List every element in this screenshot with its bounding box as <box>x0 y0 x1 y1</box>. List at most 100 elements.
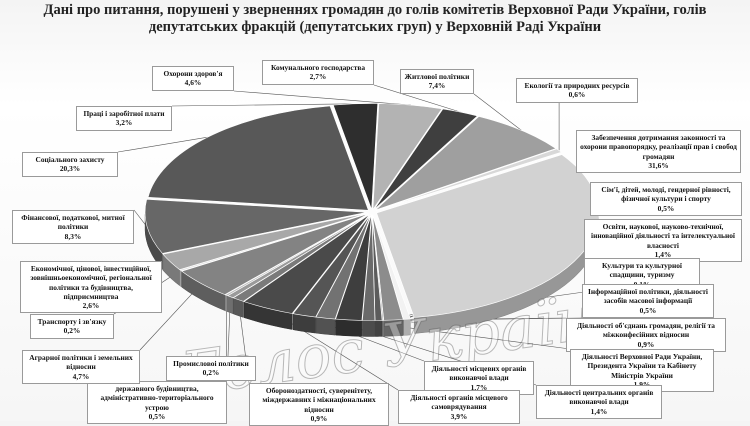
label-info-policy: Інформаційної політики, діяльності засоб… <box>582 284 714 318</box>
pie-slice-side <box>225 294 228 313</box>
label-transport: Транспорту і зв'язку 0,2% <box>30 314 114 339</box>
label-text: Діяльності органів місцевого самоврядува… <box>410 393 508 412</box>
label-labour: Праці і заробітної плати 3,2% <box>76 106 172 131</box>
label-text: Екології та природних ресурсів <box>524 81 630 90</box>
pie-slice <box>147 105 369 211</box>
label-text: Діяльності Верховної Ради України, Прези… <box>581 352 703 380</box>
label-economic: Економічної, цінової, інвестиційної, зов… <box>20 261 162 314</box>
label-text: Інформаційної політики, діяльності засоб… <box>588 287 708 306</box>
pie-slice <box>243 213 370 314</box>
label-local-executive: Діяльності місцевих органів виконавчої в… <box>424 361 534 395</box>
label-agrarian: Аграрної політики і земельних відносин 4,… <box>22 350 140 384</box>
leader-line <box>233 90 411 106</box>
label-value: 0,5% <box>657 203 675 213</box>
label-legality: Забезпечення дотримання законності та ох… <box>576 130 741 174</box>
label-text: Транспорту і зв'язку <box>37 317 107 326</box>
leader-line <box>117 136 208 153</box>
pie-slice-side <box>315 316 336 336</box>
pie-slice <box>224 213 369 297</box>
pie-slice <box>362 214 376 321</box>
pie-slice <box>162 212 368 270</box>
pie-slice <box>332 103 379 210</box>
label-text: Економічної, цінової, інвестиційної, зов… <box>30 264 152 301</box>
label-value: 8,3% <box>64 231 82 241</box>
leader-line <box>171 103 356 107</box>
pie-slice-side <box>403 318 411 336</box>
label-local-self-government: Діяльності органів місцевого самоврядува… <box>398 390 520 424</box>
label-housing: Житлової політики 7,4% <box>400 69 474 94</box>
label-value: 20,3% <box>59 164 81 174</box>
label-industrial: Промисловоі політики 0,2% <box>166 356 256 381</box>
pie-slice <box>373 108 479 210</box>
label-value: 7,4% <box>428 81 446 91</box>
pie-slice-side <box>362 320 376 337</box>
pie-slice <box>144 198 368 254</box>
label-value: 0,2% <box>63 326 81 336</box>
pie-slice <box>181 213 369 295</box>
label-text: Освіти, наукової, науково-технічної, інн… <box>591 222 735 250</box>
label-value: 3,2% <box>115 118 133 128</box>
label-text: Охорони здоров'я <box>163 69 223 78</box>
pie-slice <box>315 214 372 320</box>
label-value: 1,4% <box>590 406 608 416</box>
leader-line <box>473 93 522 131</box>
label-value: 0,9% <box>310 413 328 423</box>
label-text: Соціального захисту <box>35 155 105 164</box>
pie-slice <box>376 154 599 318</box>
label-state-building: державного будівництва, адміністративно-… <box>87 381 227 425</box>
pie-slice-side <box>227 295 234 315</box>
pie-slice-side <box>381 320 384 337</box>
label-associations: Діяльності об'єднань громадян, релігії т… <box>566 318 726 352</box>
label-value: 1,7% <box>470 382 488 392</box>
label-value: 2,7% <box>309 72 327 82</box>
label-central-bodies: Діяльності центральних органів виконавчо… <box>536 385 662 419</box>
chart-title: Дані про питання, порушені у зверненнях … <box>43 2 707 35</box>
label-verkhovna-rada: Діяльності Верховної Ради України, Прези… <box>570 349 714 393</box>
label-value: 3,9% <box>450 411 468 421</box>
label-text: Праці і заробітної плати <box>83 109 165 118</box>
pie-slice-side <box>179 269 182 288</box>
pie-slice-side <box>374 320 383 337</box>
label-family: Сім'ї, дітей, молоді, гендерної рівності… <box>590 182 742 216</box>
label-social-protection: Соціального захисту 20,3% <box>22 152 118 177</box>
pie-slice <box>375 116 557 211</box>
pie-slice <box>376 148 563 211</box>
label-value: 0,6% <box>568 90 586 100</box>
label-value: 1,9% <box>574 380 710 389</box>
label-text: Сім'ї, дітей, молоді, гендерної рівності… <box>601 185 731 204</box>
label-text: Культури та культурної спадщини, туризму <box>602 261 682 280</box>
label-education: Освіти, наукової, науково-технічної, інн… <box>584 219 742 263</box>
label-text: державного будівництва, адміністративно-… <box>100 384 214 412</box>
pie-slice <box>292 214 371 318</box>
label-value: 0,9% <box>637 339 655 349</box>
label-text: Діяльності місцевих органів виконавчої в… <box>431 364 527 383</box>
label-text: Фінансової, податкової, митної політики <box>21 213 125 232</box>
label-value: 4,6% <box>184 78 202 88</box>
pie-slice <box>335 214 372 321</box>
label-text: Діяльності центральних органів виконавчо… <box>544 388 654 407</box>
pie-slice-side <box>383 319 404 337</box>
label-text: Обороноздатності, суверенітету, міждержа… <box>262 386 376 414</box>
label-communal: Комунального господарства 2,7% <box>262 60 374 85</box>
pie-slice-side <box>335 318 363 337</box>
label-text: Житлової політики <box>404 72 470 81</box>
label-text: Комунального господарства <box>270 63 366 72</box>
label-value: 0,5% <box>639 305 657 315</box>
label-value: 0,5% <box>148 411 166 421</box>
pie-slice <box>372 214 411 320</box>
label-value: 31,6% <box>648 160 669 170</box>
label-text: Забезпечення дотримання законності та ох… <box>580 133 737 161</box>
label-value: 4,7% <box>72 371 90 381</box>
pie-slices <box>144 103 599 337</box>
label-value: 0,2% <box>202 368 220 378</box>
label-text: Промисловоі політики <box>173 359 249 368</box>
label-text: Аграрної політики і земельних відносин <box>29 353 133 372</box>
label-ecology: Екології та природних ресурсів 0,6% <box>516 78 638 103</box>
label-value: 2,6% <box>82 301 100 311</box>
leader-line <box>373 84 461 113</box>
label-financial: Фінансової, податкової, митної політики 8… <box>12 210 134 244</box>
label-value: 1,4% <box>654 249 672 259</box>
label-defense: Обороноздатності, суверенітету, міждержа… <box>249 383 389 426</box>
label-healthcare: Охорони здоров'я 4,6% <box>152 66 234 91</box>
